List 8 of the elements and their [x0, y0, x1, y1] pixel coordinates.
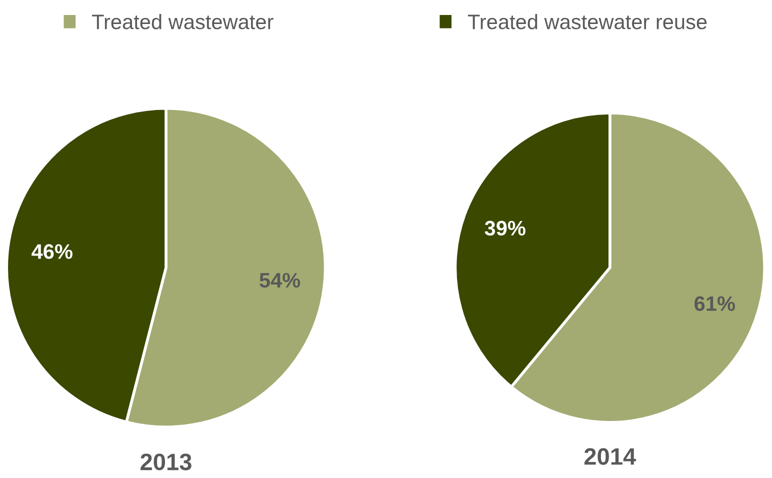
data-label: 61% [694, 296, 735, 311]
legend-label: Treated wastewater reuse [468, 14, 707, 30]
data-label: 54% [260, 272, 300, 288]
legend-label: Treated wastewater [92, 14, 274, 30]
data-label: 46% [32, 244, 72, 259]
data-label: 39% [484, 220, 526, 236]
text: 2014 [584, 448, 636, 465]
text: 2013 [140, 454, 192, 470]
